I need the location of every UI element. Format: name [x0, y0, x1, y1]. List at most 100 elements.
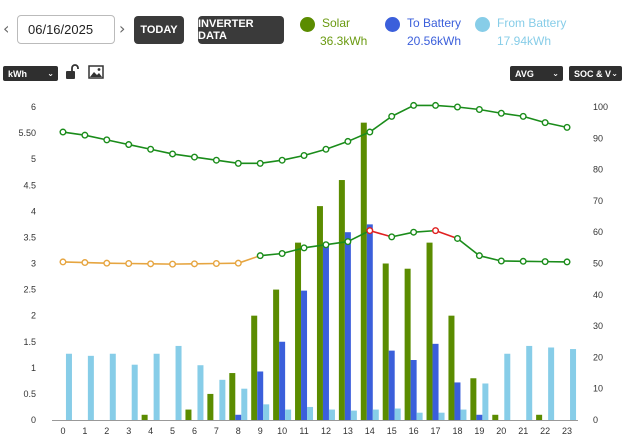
y-right-tick-label: 0 — [593, 415, 598, 425]
voltage-line-segment — [238, 254, 261, 264]
x-tick-label: 17 — [431, 426, 441, 436]
soc-line-segment — [522, 115, 546, 124]
voltage-line-segment — [281, 247, 305, 255]
soc-line-segment — [391, 104, 414, 118]
x-tick-label: 4 — [148, 426, 153, 436]
soc-line-segment — [84, 134, 107, 141]
voltage-line-point — [475, 252, 483, 260]
right-axis-select[interactable]: SOC & V ⌄ — [569, 66, 622, 81]
voltage-line-point — [541, 258, 549, 266]
unit-select[interactable]: kWh ⌄ — [3, 66, 58, 81]
bar-from-battery — [307, 406, 314, 420]
bar-to-battery — [322, 245, 329, 420]
legend-from-battery[interactable]: From Battery 17.94kWh — [475, 16, 566, 49]
bar-from-battery — [285, 409, 292, 420]
voltage-line-point — [344, 238, 352, 246]
soc-line-point — [497, 109, 505, 117]
soc-line-point — [278, 156, 286, 164]
bar-solar — [404, 268, 411, 420]
bar-from-battery — [87, 355, 94, 420]
voltage-line-point — [322, 241, 330, 249]
aggregation-select[interactable]: AVG ⌄ — [510, 66, 563, 81]
soc-line-point — [234, 159, 242, 167]
soc-line-segment — [544, 121, 568, 129]
y-right-tick-label: 100 — [593, 102, 608, 112]
y-left-tick-label: 0.5 — [23, 389, 36, 399]
bar-solar — [251, 315, 258, 420]
today-button[interactable]: TODAY — [134, 16, 184, 44]
y-left-tick-label: 5.50 — [18, 128, 36, 138]
voltage-line-point — [278, 249, 286, 257]
inverter-data-button[interactable]: INVERTER DATA — [198, 16, 284, 44]
unlock-icon[interactable] — [65, 64, 79, 85]
image-icon[interactable] — [88, 65, 104, 84]
bar-solar — [492, 414, 499, 420]
soc-line-point — [256, 159, 264, 167]
voltage-line-point — [519, 257, 527, 265]
voltage-line-point — [212, 260, 220, 268]
soc-line-segment — [281, 154, 305, 161]
bar-solar — [536, 414, 543, 420]
bar-from-battery — [438, 412, 445, 420]
bar-from-battery — [460, 409, 467, 420]
unit-select-value: kWh — [8, 68, 27, 79]
bar-from-battery — [394, 408, 401, 420]
bar-to-battery — [235, 414, 242, 420]
y-right-tick-label: 50 — [593, 259, 603, 269]
to-battery-total: 20.56kWh — [407, 34, 462, 48]
voltage-line-point — [234, 259, 242, 267]
voltage-line-segment — [62, 261, 85, 264]
bar-solar — [448, 315, 455, 420]
solar-label: Solar — [322, 16, 351, 30]
soc-line-point — [59, 128, 67, 136]
voltage-line-point — [453, 234, 461, 242]
voltage-line-point — [190, 260, 198, 268]
voltage-line-point — [147, 260, 155, 268]
bar-from-battery — [328, 409, 335, 420]
chevron-down-icon: ⌄ — [47, 69, 54, 78]
bar-to-battery — [388, 350, 395, 420]
bar-to-battery — [344, 232, 351, 420]
voltage-line-point — [300, 244, 308, 252]
bar-from-battery — [109, 353, 116, 420]
soc-line-segment — [501, 112, 524, 118]
soc-line-point — [169, 150, 177, 158]
x-tick-label: 12 — [321, 426, 331, 436]
x-tick-label: 0 — [60, 426, 65, 436]
x-tick-label: 20 — [496, 426, 506, 436]
bar-solar — [382, 263, 389, 420]
x-tick-label: 23 — [562, 426, 572, 436]
bar-solar — [338, 180, 345, 420]
x-tick-label: 6 — [192, 426, 197, 436]
soc-line-segment — [479, 108, 502, 115]
x-tick-label: 1 — [82, 426, 87, 436]
bar-solar — [185, 409, 192, 420]
y-left-tick-label: 4.5 — [23, 180, 36, 190]
bar-from-battery — [263, 404, 270, 420]
date-input[interactable]: 06/16/2025 — [17, 15, 115, 44]
soc-line-point — [212, 156, 220, 164]
chevron-right-icon[interactable]: › — [119, 19, 126, 38]
voltage-line-segment — [325, 240, 348, 246]
y-left-tick-label: 3 — [31, 259, 36, 269]
x-tick-label: 18 — [452, 426, 462, 436]
chevron-left-icon[interactable]: ‹ — [3, 19, 10, 38]
bar-to-battery — [366, 224, 373, 420]
voltage-line-segment — [84, 261, 107, 264]
solar-total: 36.3kWh — [320, 34, 368, 48]
soc-line-point — [563, 123, 571, 131]
bar-from-battery — [416, 412, 423, 420]
bar-solar — [229, 373, 236, 420]
voltage-line-segment — [391, 231, 414, 238]
bar-to-battery — [476, 414, 483, 420]
soc-line-point — [300, 152, 308, 160]
x-tick-label: 15 — [387, 426, 397, 436]
legend-solar[interactable]: Solar 36.3kWh — [300, 16, 367, 49]
y-right-tick-label: 20 — [593, 352, 603, 362]
y-left-tick-label: 2.5 — [23, 285, 36, 295]
y-left-tick-label: 0 — [31, 415, 36, 425]
y-left-tick-label: 5 — [31, 154, 36, 164]
bar-from-battery — [350, 410, 357, 420]
voltage-line-segment — [479, 254, 502, 262]
legend-to-battery[interactable]: To Battery 20.56kWh — [385, 16, 461, 49]
